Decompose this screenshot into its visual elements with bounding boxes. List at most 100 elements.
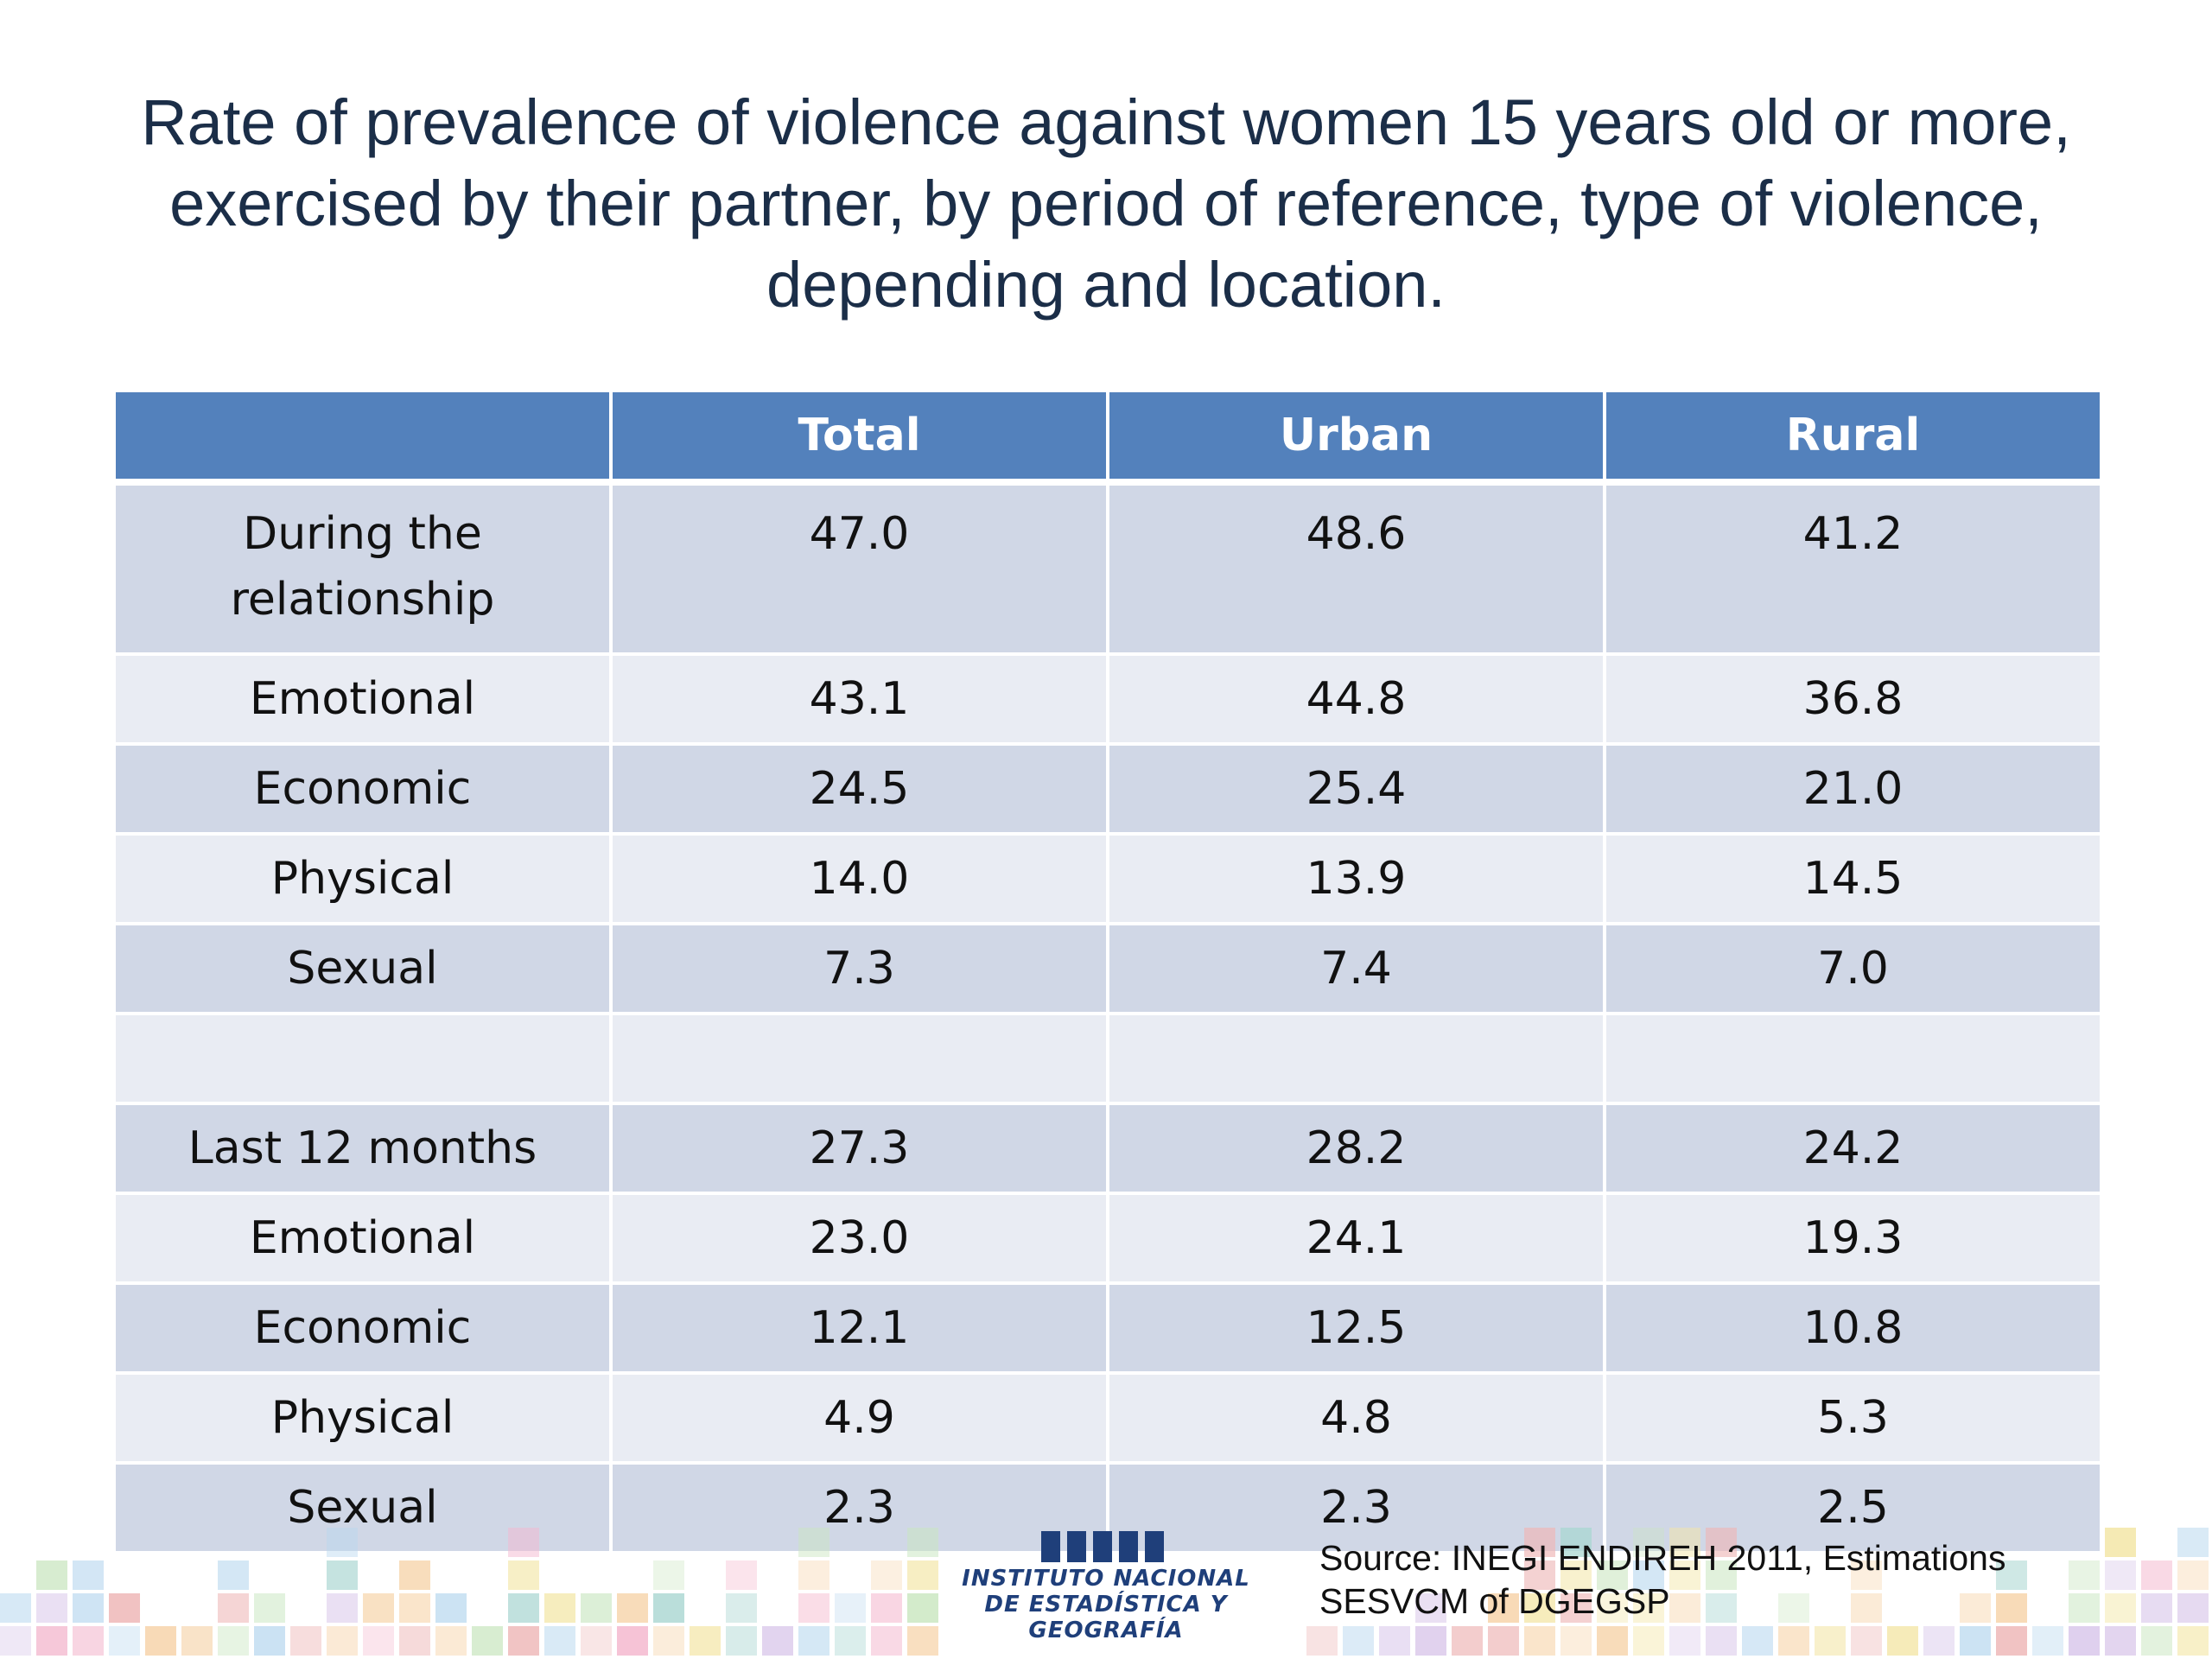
cell-total [609,1012,1109,1105]
decorative-square [1960,1626,1991,1656]
decorative-square [327,1626,358,1656]
decorative-square [218,1560,249,1590]
decorative-square [1960,1593,1991,1623]
decorative-square [1778,1626,1809,1656]
decorative-square [36,1593,67,1623]
decorative-square [1597,1560,1628,1590]
decorative-square [1706,1560,1737,1590]
decorative-square [653,1593,684,1623]
header-cell-total: Total [609,389,1109,486]
decorative-square [1415,1626,1446,1656]
table-row: Emotional 43.1 44.8 36.8 [112,652,2103,746]
header-cell-rural: Rural [1603,389,2103,486]
decorative-square [1851,1626,1882,1656]
decorative-square [2105,1593,2136,1623]
cell-rural: 24.2 [1603,1102,2103,1195]
decorative-square [726,1593,757,1623]
decorative-square [2141,1593,2172,1623]
decorative-square [73,1593,104,1623]
decorative-square [327,1560,358,1590]
decorative-square [0,1626,31,1656]
decorative-square [2141,1560,2172,1590]
prevalence-table: Total Urban Rural During the relationshi… [112,389,2103,1554]
decorative-square [1778,1593,1809,1623]
decorative-square [871,1560,902,1590]
decorative-square [290,1626,321,1656]
decorative-square [1452,1626,1483,1656]
decorative-square [508,1626,539,1656]
decorative-square [2177,1626,2209,1656]
decorative-square [581,1593,612,1623]
row-label: Physical [112,1371,613,1465]
decorative-square [1488,1626,1519,1656]
header-cell-urban: Urban [1106,389,1606,486]
cell-urban: 2.3 [1106,1461,1606,1554]
cell-total: 7.3 [609,922,1109,1015]
row-label: Emotional [112,652,613,746]
decorative-square [327,1528,358,1557]
decorative-square [1633,1626,1664,1656]
decorative-square [2069,1560,2100,1590]
decorative-square [1524,1528,1555,1557]
decorative-square [1597,1593,1628,1623]
cell-rural: 41.2 [1603,480,2103,656]
decorative-square [0,1593,31,1623]
cell-total: 43.1 [609,652,1109,746]
decorative-square [2069,1593,2100,1623]
row-label-text: During the relationship [230,508,495,626]
decorative-square [798,1593,830,1623]
decorative-square [508,1560,539,1590]
cell-urban: 7.4 [1106,922,1606,1015]
decorative-square [726,1560,757,1590]
cell-total: 4.9 [609,1371,1109,1465]
decorative-square [1597,1626,1628,1656]
decorative-square [762,1626,793,1656]
decorative-square [1633,1528,1664,1557]
decorative-square [617,1593,648,1623]
decorative-square [1669,1560,1700,1590]
cell-rural: 19.3 [1603,1192,2103,1285]
source-line1: Source: INEGI ENDIREH 2011, Estimations [1319,1538,2006,1578]
decorative-square [2177,1593,2209,1623]
decorative-square [1996,1560,2027,1590]
decorative-square [363,1593,394,1623]
decorative-square [544,1593,575,1623]
cell-rural: 36.8 [1603,652,2103,746]
cell-total: 24.5 [609,742,1109,836]
decorative-square [835,1593,866,1623]
inegi-logo: INSTITUTO NACIONAL DE ESTADÍSTICA Y GEOG… [938,1531,1274,1643]
table-row: Sexual 2.3 2.3 2.5 [112,1461,2103,1554]
decorative-square [435,1593,467,1623]
cell-rural: 10.8 [1603,1281,2103,1375]
decorative-square [1524,1593,1555,1623]
decorative-square [1488,1593,1519,1623]
row-label: Physical [112,832,613,925]
row-label: Last 12 months [112,1102,613,1195]
cell-total: 23.0 [609,1192,1109,1285]
table-row: Last 12 months 27.3 28.2 24.2 [112,1102,2103,1195]
decorative-square [399,1560,430,1590]
decorative-square [798,1626,830,1656]
decorative-square [1706,1593,1737,1623]
cell-rural [1603,1012,2103,1105]
decorative-square [1706,1626,1737,1656]
decorative-square [508,1528,539,1557]
cell-rural: 2.5 [1603,1461,2103,1554]
decorative-square [109,1626,140,1656]
decorative-square [218,1626,249,1656]
decorative-square [181,1626,213,1656]
decorative-square [1306,1626,1338,1656]
table-header-row: Total Urban Rural [112,389,2103,486]
decorative-square [1923,1626,1955,1656]
decorative-square [907,1593,938,1623]
decorative-square [327,1593,358,1623]
decorative-square [2177,1528,2209,1557]
decorative-square [1669,1528,1700,1557]
decorative-square [2177,1560,2209,1590]
decorative-square [798,1560,830,1590]
decorative-square [1524,1560,1555,1590]
decorative-square-band [0,1528,2212,1659]
cell-urban: 4.8 [1106,1371,1606,1465]
cell-total: 12.1 [609,1281,1109,1375]
row-label [112,1012,613,1105]
